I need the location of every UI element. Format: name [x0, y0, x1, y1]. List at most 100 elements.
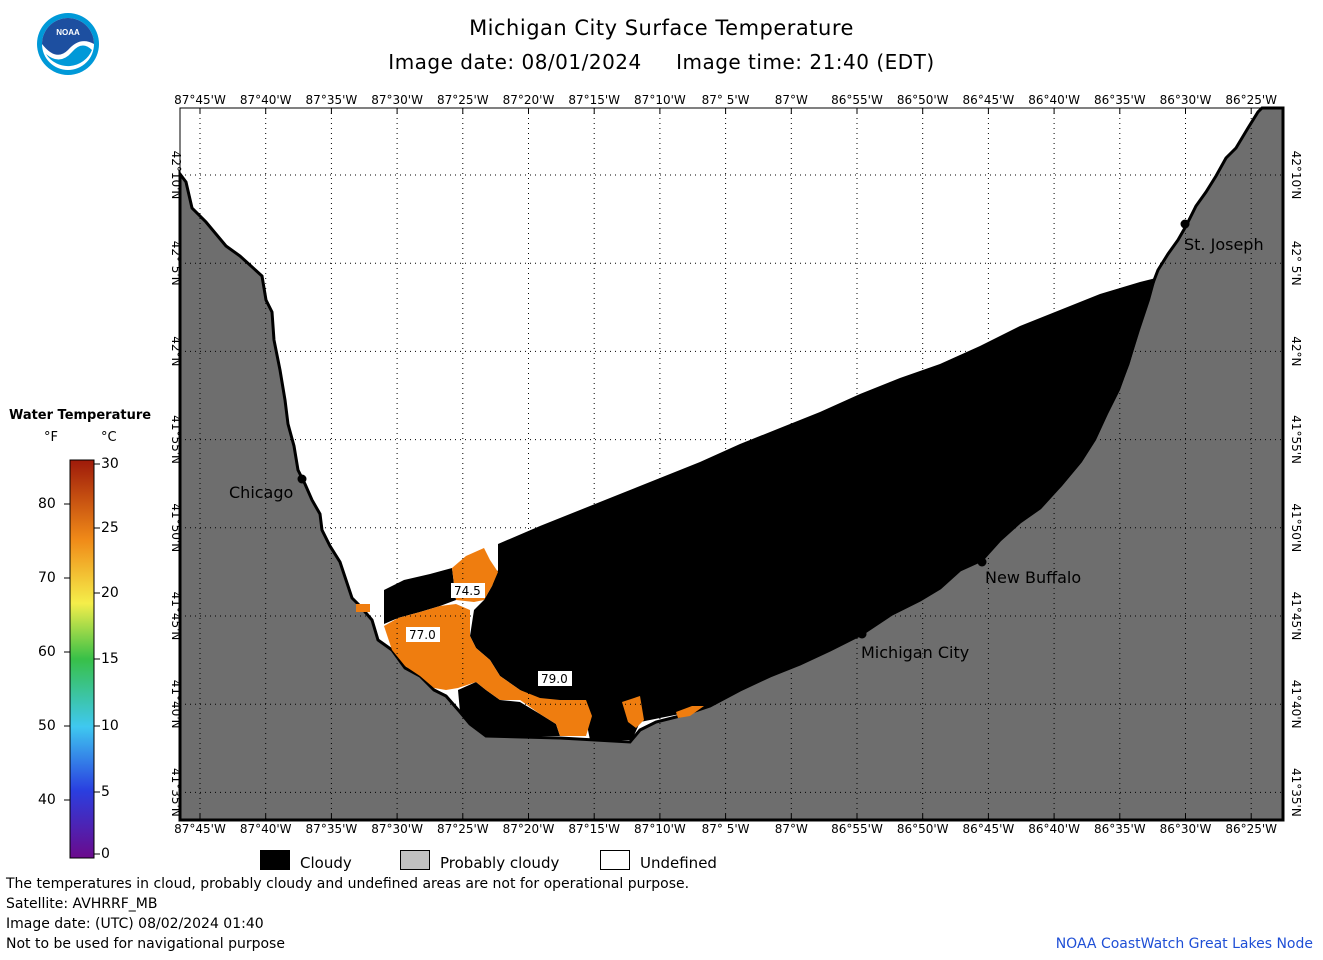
contour-label-79-0: 79.0: [538, 671, 572, 686]
lat-tick-label: 41°55'N: [169, 415, 183, 464]
temperature-color-bar: [69, 459, 95, 859]
lat-lon-grid: [180, 108, 1283, 820]
lat-tick-label: 41°40'N: [169, 680, 183, 729]
key-cloudy-label: Cloudy: [300, 854, 352, 872]
lat-tick-label: 42°N: [1289, 336, 1303, 366]
lon-tick-label: 86°45'W: [963, 822, 1015, 836]
lat-tick-label: 41°45'N: [1289, 592, 1303, 641]
lon-tick-label: 87°25'W: [437, 822, 489, 836]
unit-celsius: °C: [101, 430, 117, 445]
map-subtitle: Image date: 08/01/2024 Image time: 21:40…: [0, 50, 1323, 74]
lat-tick-label: 42°N: [169, 336, 183, 366]
lat-tick-label: 41°35'N: [1289, 768, 1303, 817]
f-tick: 80: [38, 496, 56, 512]
place-chicago: Chicago: [229, 474, 307, 502]
warm-water-spot-2: [676, 706, 704, 718]
map-title: Michigan City Surface Temperature: [469, 16, 854, 40]
lat-tick-label: 41°55'N: [1289, 415, 1303, 464]
lon-tick-label: 86°40'W: [1028, 93, 1080, 107]
warm-water-spot: [622, 696, 644, 728]
lon-tick-label: 87°15'W: [568, 93, 620, 107]
lon-tick-label: 87°20'W: [503, 822, 555, 836]
lon-tick-label: 87°W: [775, 93, 808, 107]
legend-title: Water Temperature: [8, 408, 152, 423]
place-label: Michigan City: [861, 643, 969, 662]
c-tick: 10: [101, 718, 119, 734]
lat-tick-label: 42° 5'N: [169, 241, 183, 286]
lon-tick-label: 86°30'W: [1160, 822, 1212, 836]
lon-axis-top: 87°45'W 87°40'W 87°35'W 87°30'W 87°25'W 87°20…: [174, 93, 1277, 114]
lon-tick-label: 87°15'W: [568, 822, 620, 836]
lat-tick-label: 42°10'N: [169, 151, 183, 200]
contour-label-74-5: 74.5: [451, 583, 485, 598]
c-tick: 30: [101, 456, 119, 472]
unit-fahrenheit: °F: [44, 430, 58, 445]
lon-tick-label: 86°55'W: [831, 93, 883, 107]
credit-text: NOAA CoastWatch Great Lakes Node: [1055, 936, 1313, 952]
lat-tick-label: 41°50'N: [169, 503, 183, 552]
c-tick: 0: [101, 846, 110, 862]
c-tick: 15: [101, 651, 119, 667]
place-label: St. Joseph: [1184, 235, 1264, 254]
color-bar-ticks: [64, 463, 100, 855]
image-date-label: Image date: 08/01/2024: [388, 50, 642, 74]
lon-tick-label: 87°10'W: [634, 93, 686, 107]
lat-tick-label: 41°35'N: [169, 768, 183, 817]
place-michigan-city: Michigan City: [857, 629, 969, 662]
lon-tick-label: 87° 5'W: [702, 822, 750, 836]
lat-tick-label: 42°10'N: [1289, 151, 1303, 200]
cloud-area-south: [458, 682, 560, 736]
lon-tick-label: 87°40'W: [240, 93, 292, 107]
lon-tick-label: 87°W: [775, 822, 808, 836]
key-undefined-label: Undefined: [640, 854, 717, 872]
svg-text:74.5: 74.5: [454, 584, 481, 598]
lon-tick-label: 86°35'W: [1094, 822, 1146, 836]
map-border: [179, 107, 1284, 821]
lon-tick-label: 87° 5'W: [702, 93, 750, 107]
c-tick: 5: [101, 784, 110, 800]
image-date-utc-text: Image date: (UTC) 08/02/2024 01:40: [6, 916, 264, 932]
lon-tick-label: 86°45'W: [963, 93, 1015, 107]
lat-tick-label: 42° 5'N: [1289, 241, 1303, 286]
lon-tick-label: 87°35'W: [306, 822, 358, 836]
lon-tick-label: 87°40'W: [240, 822, 292, 836]
key-cloudy-swatch: [260, 850, 290, 870]
key-probably-cloudy-label: Probably cloudy: [440, 854, 560, 872]
lon-axis-bottom: 87°45'W 87°40'W 87°35'W 87°30'W 87°25'W 87°20…: [174, 814, 1277, 836]
place-st-joseph: St. Joseph: [1180, 219, 1264, 254]
f-tick: 70: [38, 570, 56, 586]
satellite-text: Satellite: AVHRRF_MB: [6, 896, 158, 912]
f-tick: 60: [38, 644, 56, 660]
image-time-label: Image time: 21:40 (EDT): [676, 50, 935, 74]
disclaimer-text: The temperatures in cloud, probably clou…: [6, 876, 690, 892]
lon-tick-label: 87°25'W: [437, 93, 489, 107]
place-new-buffalo: New Buffalo: [977, 557, 1081, 587]
lat-axis-right: 42°10'N 42° 5'N 42°N 41°55'N 41°50'N 41°45'N 4…: [1289, 151, 1303, 817]
lon-tick-label: 87°45'W: [174, 93, 226, 107]
lon-tick-label: 86°35'W: [1094, 93, 1146, 107]
lon-tick-label: 87°45'W: [174, 822, 226, 836]
lon-tick-label: 87°10'W: [634, 822, 686, 836]
f-tick: 40: [38, 792, 56, 808]
lon-tick-label: 86°40'W: [1028, 822, 1080, 836]
lon-tick-label: 87°20'W: [503, 93, 555, 107]
lat-tick-label: 41°45'N: [169, 592, 183, 641]
cloud-area: [470, 278, 1156, 740]
lon-tick-label: 86°55'W: [831, 822, 883, 836]
c-tick: 25: [101, 520, 119, 536]
c-tick: 20: [101, 585, 119, 601]
lon-tick-label: 86°50'W: [897, 93, 949, 107]
place-label: Chicago: [229, 483, 293, 502]
lon-tick-label: 87°30'W: [371, 822, 423, 836]
lon-tick-label: 86°25'W: [1225, 93, 1277, 107]
navigation-warning-text: Not to be used for navigational purpose: [6, 936, 285, 952]
lat-axis-left: 42°10'N 42° 5'N 42°N 41°55'N 41°50'N 41°45'N 4…: [169, 151, 183, 817]
noaa-logo-text: NOAA: [56, 28, 80, 37]
lat-tick-label: 41°40'N: [1289, 680, 1303, 729]
cloud-area-west: [384, 568, 456, 624]
key-undefined-swatch: [600, 850, 630, 870]
f-tick: 50: [38, 718, 56, 734]
place-label: New Buffalo: [985, 568, 1081, 587]
svg-text:79.0: 79.0: [541, 672, 568, 686]
svg-text:77.0: 77.0: [409, 628, 436, 642]
